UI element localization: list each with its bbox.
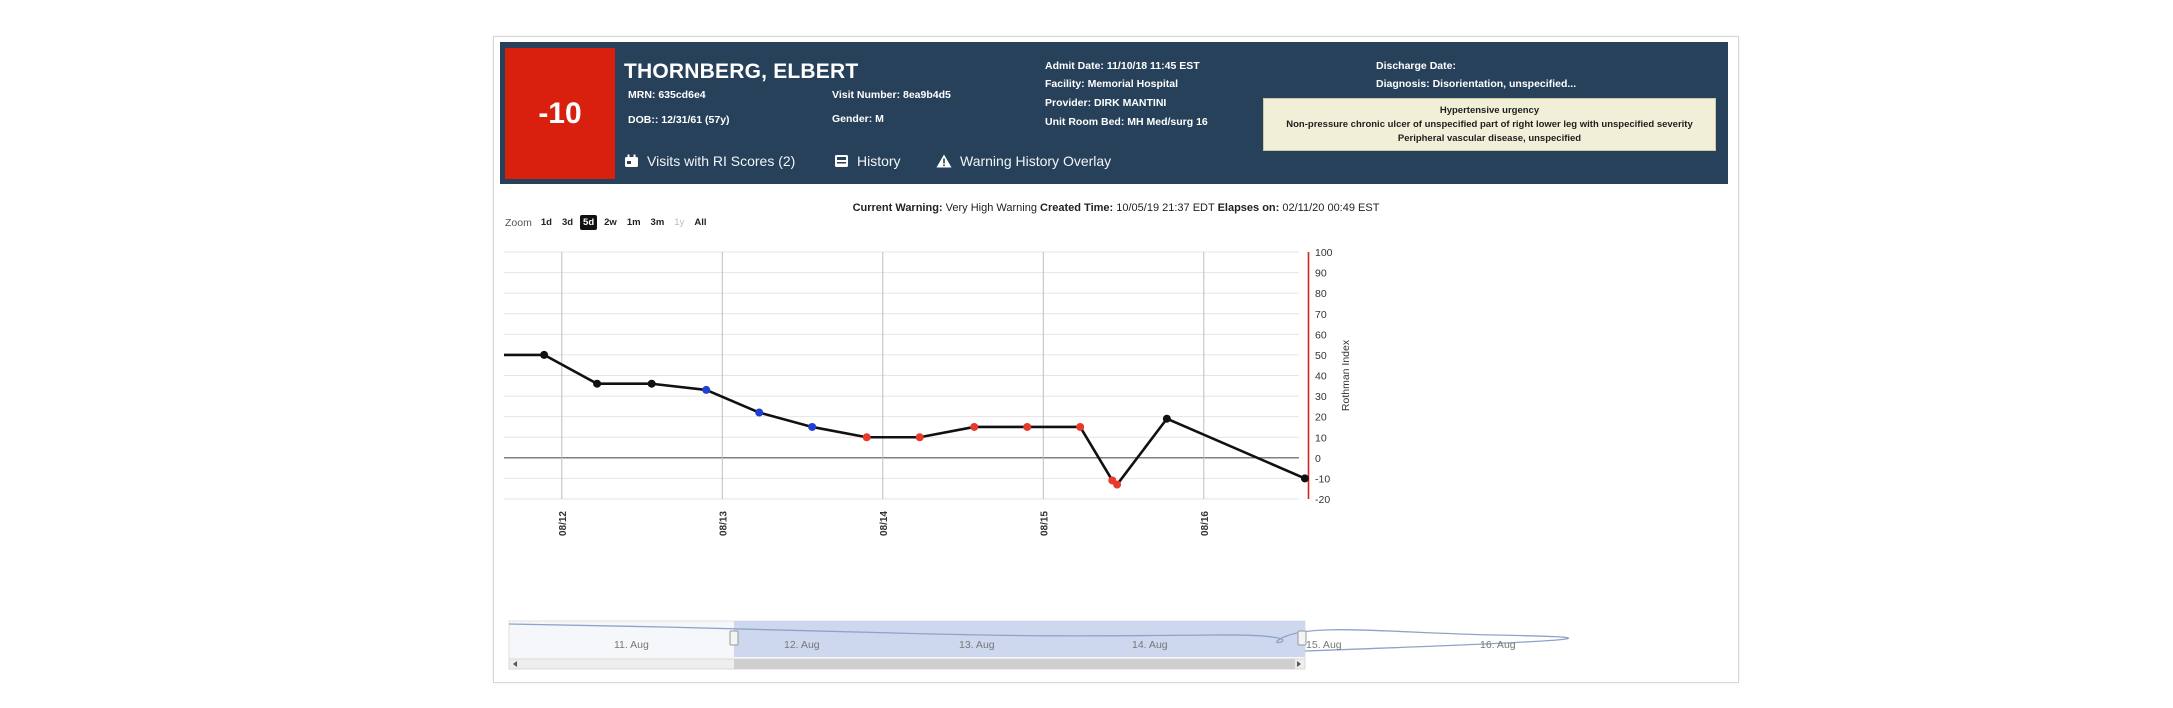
zoom-label: Zoom xyxy=(505,216,532,229)
scrollbar-thumb xyxy=(734,659,1295,669)
navigator-date-label: 15. Aug xyxy=(1306,639,1342,651)
visits-with-ri-scores-button[interactable]: Visits with RI Scores (2) xyxy=(624,153,795,169)
y-tick-label: -20 xyxy=(1315,494,1330,506)
warning-overlay-label: Warning History Overlay xyxy=(960,153,1112,169)
mrn: MRN: 635cd6e4 xyxy=(628,89,706,101)
y-tick-label: 90 xyxy=(1315,268,1327,280)
data-point xyxy=(915,433,924,442)
navigator-handle xyxy=(1297,630,1307,646)
warning-icon xyxy=(936,154,952,168)
y-tick-label: 50 xyxy=(1315,350,1327,362)
navigator-series xyxy=(508,623,1569,652)
y-tick-label: 30 xyxy=(1315,391,1327,403)
navigator-date-label: 16. Aug xyxy=(1480,639,1516,651)
provider: Provider: DIRK MANTINI xyxy=(1045,97,1167,109)
visits-label: Visits with RI Scores (2) xyxy=(647,153,796,169)
data-point xyxy=(1113,480,1122,489)
history-button[interactable]: History xyxy=(834,153,901,169)
x-tick-label: 08/16 xyxy=(1200,511,1211,536)
patient-card: -10 THORNBERG, ELBERT MRN: 635cd6e4 DOB:… xyxy=(493,36,1739,683)
scroll-left-icon xyxy=(513,661,517,667)
data-point xyxy=(647,379,656,388)
visit-number: Visit Number: 8ea9b4d5 xyxy=(832,89,951,101)
created-time-value: 10/05/19 21:37 EDT xyxy=(1116,202,1215,214)
discharge-date: Discharge Date: xyxy=(1376,60,1456,72)
diagnosis-item: Hypertensive urgency xyxy=(1439,104,1540,116)
warning-history-overlay-button[interactable]: Warning History Overlay xyxy=(936,153,1111,169)
navigator-date-label: 12. Aug xyxy=(784,639,820,651)
range-navigator[interactable]: 11. Aug 12. Aug 13. Aug 14. Aug 15. Aug 16. A… xyxy=(508,620,1569,670)
patient-header: -10 THORNBERG, ELBERT MRN: 635cd6e4 DOB:… xyxy=(500,42,1728,184)
current-warning-line: Current Warning: Very High Warning Creat… xyxy=(494,202,1738,214)
y-tick-label: 40 xyxy=(1315,371,1327,383)
zoom-option-3d[interactable]: 3d xyxy=(561,217,574,228)
history-label: History xyxy=(857,153,901,169)
y-tick-label: 100 xyxy=(1315,247,1333,259)
data-point xyxy=(755,408,764,417)
admit-date: Admit Date: 11/10/18 11:45 EST xyxy=(1045,60,1200,72)
gender: Gender: M xyxy=(832,113,884,125)
rothman-index-chart: 08/12 08/13 08/14 08/15 08/16 10090807060504… xyxy=(504,247,1569,670)
data-point xyxy=(808,422,817,431)
diagnosis-item: Non-pressure chronic ulcer of unspecifie… xyxy=(1286,118,1693,130)
data-point xyxy=(862,433,871,442)
y-tick-label: 60 xyxy=(1315,329,1327,341)
navigator-selected-range xyxy=(734,621,1305,657)
ri-score-badge: -10 xyxy=(505,48,615,179)
zoom-option-All[interactable]: All xyxy=(694,217,707,228)
zoom-option-2w[interactable]: 2w xyxy=(604,217,617,228)
data-point xyxy=(1162,414,1171,423)
elapses-on-value: 02/11/20 00:49 EST xyxy=(1282,202,1380,214)
zoom-option-1y[interactable]: 1y xyxy=(674,217,685,228)
navigator-date-label: 11. Aug xyxy=(614,639,649,651)
data-point xyxy=(1023,422,1032,431)
diagnosis-item: Peripheral vascular disease, unspecified xyxy=(1397,132,1582,144)
created-time-label: Created Time: xyxy=(1040,202,1114,214)
zoom-selector: Zoom 1d 3d 5d 2w 1m 3m 1y All xyxy=(505,215,709,230)
diagnosis-list-box: Hypertensive urgency Non-pressure chroni… xyxy=(1263,98,1716,151)
x-tick-label: 08/14 xyxy=(879,511,890,536)
y-tick-label: 0 xyxy=(1315,453,1321,465)
y-tick-label: -10 xyxy=(1315,473,1330,485)
facility: Facility: Memorial Hospital xyxy=(1045,78,1179,90)
navigator-date-label: 14. Aug xyxy=(1132,639,1168,651)
chart-series xyxy=(504,350,1309,489)
y-tick-label: 80 xyxy=(1315,288,1327,300)
y-tick-label: 20 xyxy=(1315,412,1327,424)
diagnosis[interactable]: Diagnosis: Disorientation, unspecified..… xyxy=(1376,78,1577,90)
zoom-option-3m[interactable]: 3m xyxy=(650,217,665,228)
navigator-date-label: 13. Aug xyxy=(959,639,995,651)
x-tick-label: 08/13 xyxy=(718,511,729,536)
current-warning-value: Very High Warning xyxy=(945,202,1037,214)
zoom-option-5d[interactable]: 5d xyxy=(580,215,598,230)
history-icon xyxy=(834,154,849,168)
dob: DOB:: 12/31/61 (57y) xyxy=(628,114,730,126)
y-tick-label: 10 xyxy=(1315,432,1327,444)
data-point xyxy=(970,422,979,431)
x-axis-labels: 08/12 08/13 08/14 08/15 08/16 xyxy=(558,511,1211,536)
unit-room-bed: Unit Room Bed: MH Med/surg 16 xyxy=(1045,116,1208,128)
x-tick-label: 08/12 xyxy=(558,511,569,536)
y-tick-label: 70 xyxy=(1315,309,1327,321)
patient-name: THORNBERG, ELBERT xyxy=(624,60,859,83)
calendar-icon xyxy=(624,154,639,168)
data-point xyxy=(1076,422,1085,431)
data-point xyxy=(702,385,711,394)
navigator-handle xyxy=(729,630,739,646)
x-tick-label: 08/15 xyxy=(1039,511,1050,536)
elapses-on-label: Elapses on: xyxy=(1217,202,1280,214)
zoom-option-1m[interactable]: 1m xyxy=(626,217,641,228)
zoom-option-1d[interactable]: 1d xyxy=(540,217,552,228)
data-point xyxy=(540,350,549,359)
data-point xyxy=(593,379,602,388)
scroll-right-icon xyxy=(1297,661,1301,667)
data-point xyxy=(1300,474,1309,483)
chart-grid xyxy=(504,251,1310,500)
zoom-buttons: 1d 3d 5d 2w 1m 3m 1y All xyxy=(538,215,710,230)
current-warning-label: Current Warning: xyxy=(852,202,943,214)
y-axis-title: Rothman Index xyxy=(1340,339,1352,411)
series-line xyxy=(504,353,1306,486)
